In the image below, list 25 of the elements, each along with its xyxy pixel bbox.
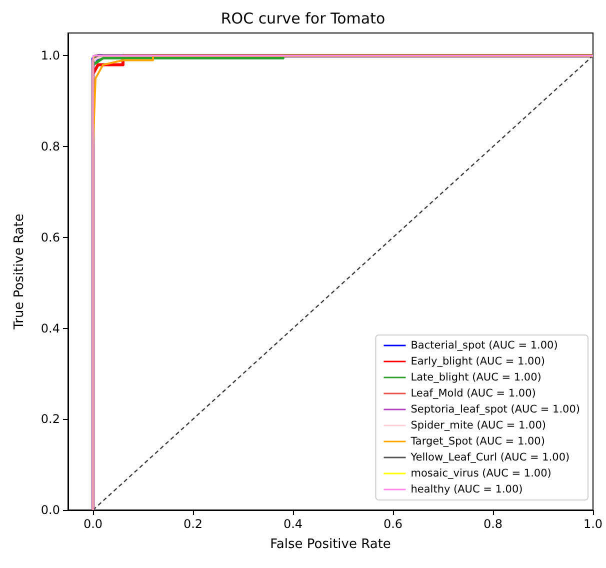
legend-label: Yellow_Leaf_Curl (AUC = 1.00) — [410, 452, 570, 464]
legend-label: Early_blight (AUC = 1.00) — [410, 356, 546, 368]
legend-label: Septoria_leaf_spot (AUC = 1.00) — [410, 404, 580, 416]
y-tick-label: 0.2 — [40, 412, 60, 426]
x-tick-label: 0.8 — [483, 517, 503, 531]
legend-label: Spider_mite (AUC = 1.00) — [410, 420, 546, 432]
chart-title: ROC curve for Tomato — [220, 10, 386, 28]
legend-label: mosaic_virus (AUC = 1.00) — [410, 468, 552, 480]
y-tick-label: 0.4 — [40, 321, 60, 336]
x-axis-title: False Positive Rate — [270, 537, 391, 552]
x-tick-label: 0.0 — [83, 517, 103, 531]
x-tick-label: 0.4 — [283, 517, 303, 531]
y-axis-title: True Positive Rate — [12, 214, 27, 330]
legend-label: Bacterial_spot (AUC = 1.00) — [410, 340, 558, 352]
y-tick-label: 1.0 — [40, 48, 60, 63]
legend-label: Leaf_Mold (AUC = 1.00) — [410, 388, 536, 400]
legend-label: Late_blight (AUC = 1.00) — [410, 372, 542, 384]
y-tick-label: 0.8 — [40, 140, 60, 154]
y-tick-label: 0.0 — [40, 503, 60, 517]
x-tick-label: 1.0 — [583, 517, 603, 531]
x-tick-label: 0.6 — [383, 517, 403, 531]
legend-label: Target_Spot (AUC = 1.00) — [410, 436, 545, 448]
x-tick-label: 0.2 — [183, 517, 203, 531]
y-tick-label: 0.6 — [40, 230, 60, 244]
legend-label: healthy (AUC = 1.00) — [410, 484, 523, 496]
